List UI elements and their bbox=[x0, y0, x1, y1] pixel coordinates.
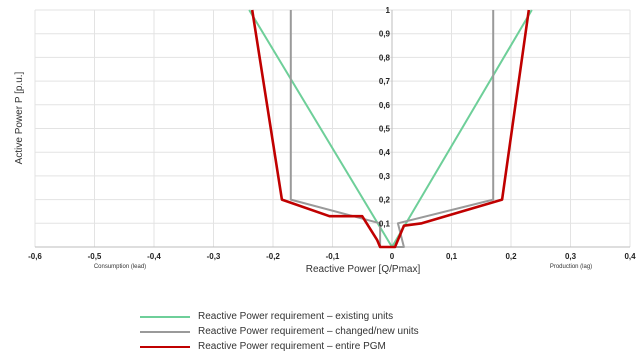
y-tick-label: 1 bbox=[386, 6, 391, 15]
y-tick-label: 0,6 bbox=[379, 101, 391, 110]
x-tick-label: 0 bbox=[390, 252, 395, 261]
legend-item-entire: Reactive Power requirement – entire PGM bbox=[140, 339, 419, 354]
x-tick-label: -0,2 bbox=[266, 252, 280, 261]
y-tick-label: 0,8 bbox=[379, 53, 391, 62]
x-tick-label: -0,5 bbox=[88, 252, 102, 261]
legend-swatch-changed bbox=[140, 330, 190, 333]
series-line-2 bbox=[250, 9, 531, 249]
legend-swatch-existing bbox=[140, 315, 190, 318]
x-tick-label: -0,1 bbox=[326, 252, 340, 261]
x-note-production: Production (lag) bbox=[550, 264, 592, 270]
legend: Reactive Power requirement – existing un… bbox=[140, 309, 419, 354]
legend-item-existing: Reactive Power requirement – existing un… bbox=[140, 309, 419, 324]
x-tick-label: 0,4 bbox=[624, 252, 636, 261]
series-lines bbox=[248, 9, 533, 249]
y-tick-label: 0,7 bbox=[379, 77, 391, 86]
x-tick-label: 0,1 bbox=[446, 252, 458, 261]
legend-label-changed: Reactive Power requirement – changed/new… bbox=[198, 326, 419, 337]
legend-item-changed: Reactive Power requirement – changed/new… bbox=[140, 324, 419, 339]
x-tick-label: 0,3 bbox=[565, 252, 577, 261]
x-tick-label: -0,3 bbox=[207, 252, 221, 261]
x-note-consumption: Consumption (lead) bbox=[94, 264, 146, 270]
y-tick-label: 0,3 bbox=[379, 172, 391, 181]
x-tick-label: -0,4 bbox=[147, 252, 161, 261]
y-tick-label: 0,1 bbox=[379, 219, 391, 228]
legend-label-entire: Reactive Power requirement – entire PGM bbox=[198, 341, 386, 352]
grid bbox=[34, 9, 631, 247]
x-tick-label: 0,2 bbox=[505, 252, 517, 261]
x-tick-label: -0,6 bbox=[28, 252, 42, 261]
x-axis-title: Reactive Power [Q/Pmax] bbox=[306, 264, 421, 275]
y-tick-label: 0,5 bbox=[379, 125, 391, 134]
tick-labels: -0,6 -0,5 -0,4 -0,3 -0,2 -0,1 0 0,1 0,2 0,3 0,4 0,1… bbox=[28, 6, 636, 261]
y-tick-label: 0,9 bbox=[379, 30, 391, 39]
legend-swatch-entire bbox=[140, 345, 190, 348]
axes bbox=[35, 10, 630, 248]
y-tick-label: 0,2 bbox=[379, 196, 391, 205]
y-tick-label: 0,4 bbox=[379, 148, 391, 157]
y-axis-title: Active Power P [p.u.] bbox=[14, 71, 25, 164]
legend-label-existing: Reactive Power requirement – existing un… bbox=[198, 311, 394, 322]
